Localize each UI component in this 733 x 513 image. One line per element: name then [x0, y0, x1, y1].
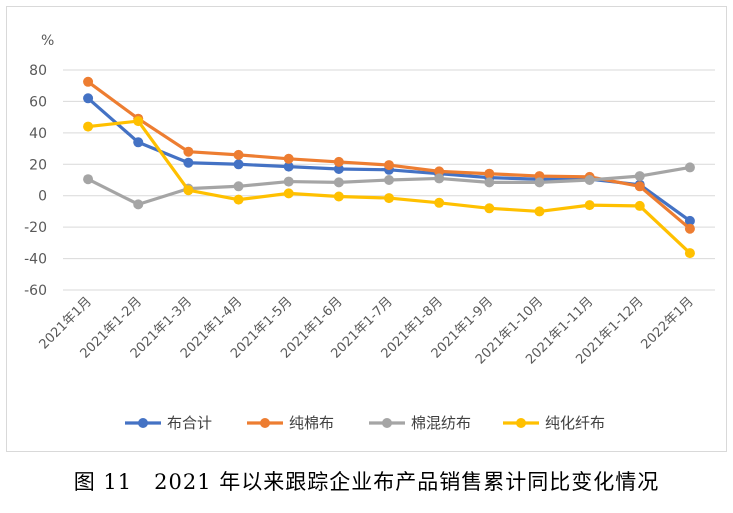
data-point	[534, 177, 545, 188]
data-point	[584, 175, 595, 185]
data-point	[83, 121, 94, 132]
data-point	[634, 200, 645, 211]
legend-marker	[382, 418, 392, 428]
data-point	[634, 181, 645, 192]
legend-marker	[138, 418, 148, 428]
data-point	[684, 223, 695, 234]
legend-entry: 纯化纤布	[503, 414, 605, 432]
data-point	[484, 177, 495, 188]
y-tick-label: 40	[29, 126, 47, 142]
legend: 布合计 纯棉布 棉混纺布 纯化纤布	[125, 414, 605, 432]
legend-entry: 布合计	[125, 414, 212, 432]
data-point	[684, 248, 695, 259]
data-point	[183, 157, 194, 168]
figure-caption: 图 11 2021 年以来跟踪企业布产品销售累计同比变化情况	[73, 470, 660, 494]
y-axis-unit: %	[41, 33, 54, 49]
data-point	[283, 188, 294, 199]
data-point	[434, 166, 445, 177]
data-point	[333, 191, 344, 202]
series-line	[86, 119, 692, 255]
data-point	[434, 173, 445, 184]
y-tick-label: -20	[24, 220, 47, 236]
y-tick-label: 0	[38, 189, 47, 205]
series-3	[83, 116, 695, 259]
data-point	[684, 215, 695, 226]
y-tick-label: -40	[24, 252, 47, 268]
data-point	[634, 171, 645, 182]
x-tick-labels: 2021年1月2021年1-2月2021年1-3月2021年1-4月2021年1…	[37, 294, 697, 367]
data-point	[233, 149, 244, 160]
data-point	[484, 168, 495, 179]
data-point	[133, 137, 144, 148]
x-tick-label: 2022年1月	[639, 294, 697, 352]
legend-label: 纯棉布	[289, 414, 334, 432]
y-tick-label: 80	[29, 63, 47, 79]
chart-frame: 80 60 40 20 0 -20 -40 -60 % 2021年1月 2021年1-2月 202…	[6, 6, 727, 452]
legend-marker	[260, 418, 270, 428]
data-point	[283, 176, 294, 187]
data-point	[384, 193, 394, 204]
series-lines	[83, 76, 695, 259]
data-point	[484, 203, 495, 214]
data-point	[384, 160, 394, 171]
data-point	[384, 175, 394, 185]
y-tick-label: 60	[29, 94, 47, 110]
data-point	[183, 185, 194, 196]
data-point	[233, 194, 244, 205]
y-tick-labels: 80 60 40 20 0 -20 -40 -60	[24, 63, 47, 299]
data-point	[283, 161, 294, 172]
legend-label: 棉混纺布	[411, 414, 471, 432]
y-tick-label: -60	[24, 283, 47, 299]
data-point	[534, 206, 545, 217]
data-point	[333, 177, 344, 188]
legend-entry: 棉混纺布	[369, 414, 471, 432]
series-1	[83, 76, 695, 234]
data-point	[133, 116, 144, 127]
data-point	[83, 93, 94, 104]
legend-label: 布合计	[167, 414, 212, 432]
line-chart: 80 60 40 20 0 -20 -40 -60 % 2021年1月2021年1-2月202…	[24, 33, 715, 432]
data-point	[83, 76, 94, 87]
legend-entry: 纯棉布	[247, 414, 334, 432]
legend-marker	[516, 418, 526, 428]
data-point	[434, 197, 445, 208]
data-point	[133, 199, 144, 210]
data-point	[684, 162, 695, 173]
data-point	[183, 146, 194, 157]
legend-label: 纯化纤布	[545, 414, 605, 432]
data-point	[83, 174, 94, 185]
data-point	[283, 153, 294, 164]
y-tick-label: 20	[29, 157, 47, 173]
data-point	[584, 200, 595, 211]
data-point	[233, 181, 244, 192]
data-point	[333, 164, 344, 174]
data-point	[333, 156, 344, 167]
data-point	[233, 159, 244, 170]
